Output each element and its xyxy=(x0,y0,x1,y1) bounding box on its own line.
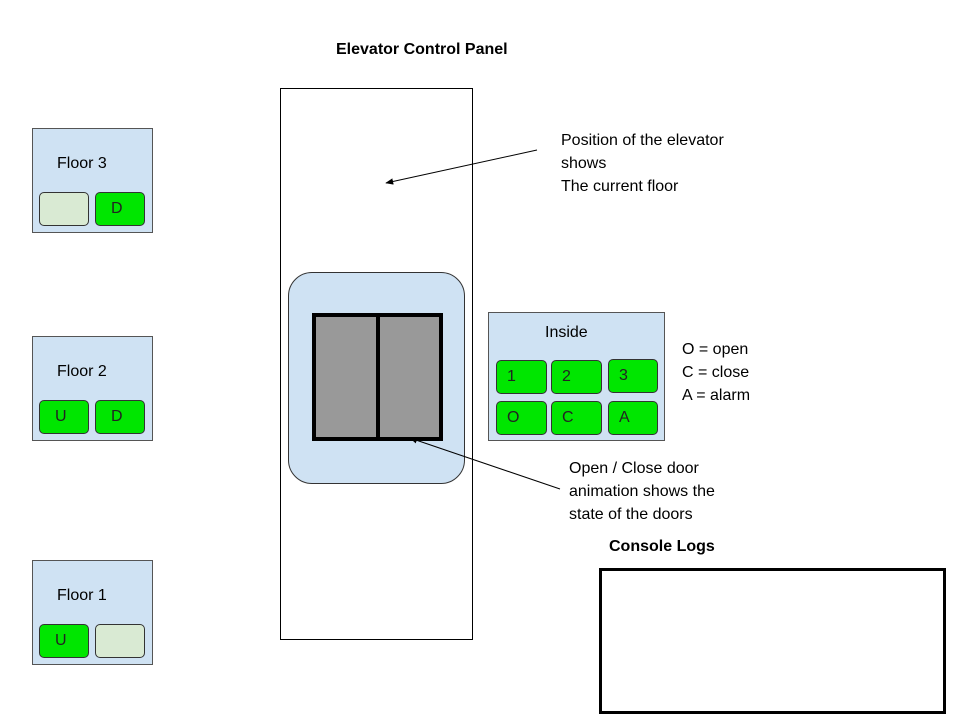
door-annotation-line-1: Open / Close door xyxy=(569,460,699,477)
floor-2-panel: Floor 2 U D xyxy=(32,336,153,441)
floor-1-down-button[interactable] xyxy=(95,624,145,658)
floor-3-label: Floor 3 xyxy=(57,155,107,172)
position-annotation-line-1: Position of the elevator xyxy=(561,132,724,149)
floor-3-up-button[interactable] xyxy=(39,192,89,226)
inside-floor-2-button[interactable]: 2 xyxy=(551,360,602,394)
position-annotation-line-2: shows xyxy=(561,155,607,172)
position-annotation-line-3: The current floor xyxy=(561,178,679,195)
door-annotation-line-2: animation shows the xyxy=(569,483,715,500)
position-annotation: Position of the elevator shows The curre… xyxy=(561,129,724,198)
page-title: Elevator Control Panel xyxy=(336,41,508,58)
floor-2-down-button[interactable]: D xyxy=(95,400,145,434)
legend-alarm: A = alarm xyxy=(682,387,751,404)
floor-1-panel: Floor 1 U xyxy=(32,560,153,665)
console-title: Console Logs xyxy=(609,538,715,555)
floor-1-up-button[interactable]: U xyxy=(39,624,89,658)
right-door xyxy=(376,313,443,441)
floor-1-label: Floor 1 xyxy=(57,587,107,604)
floor-2-label: Floor 2 xyxy=(57,363,107,380)
inside-panel-label: Inside xyxy=(545,324,588,341)
legend: O = open C = close A = alarm xyxy=(682,338,750,407)
inside-close-button[interactable]: C xyxy=(551,401,602,435)
legend-close: C = close xyxy=(682,364,750,381)
console-log[interactable] xyxy=(599,568,946,714)
inside-floor-1-button[interactable]: 1 xyxy=(496,360,547,394)
floor-2-up-button[interactable]: U xyxy=(39,400,89,434)
door-annotation: Open / Close door animation shows the st… xyxy=(569,457,715,526)
floor-3-down-button[interactable]: D xyxy=(95,192,145,226)
left-door xyxy=(312,313,382,441)
inside-floor-3-button[interactable]: 3 xyxy=(608,359,658,393)
inside-open-button[interactable]: O xyxy=(496,401,547,435)
inside-alarm-button[interactable]: A xyxy=(608,401,658,435)
legend-open: O = open xyxy=(682,341,749,358)
door-annotation-line-3: state of the doors xyxy=(569,506,693,523)
inside-panel: Inside 1 2 3 O C A xyxy=(488,312,665,441)
floor-3-panel: Floor 3 D xyxy=(32,128,153,233)
